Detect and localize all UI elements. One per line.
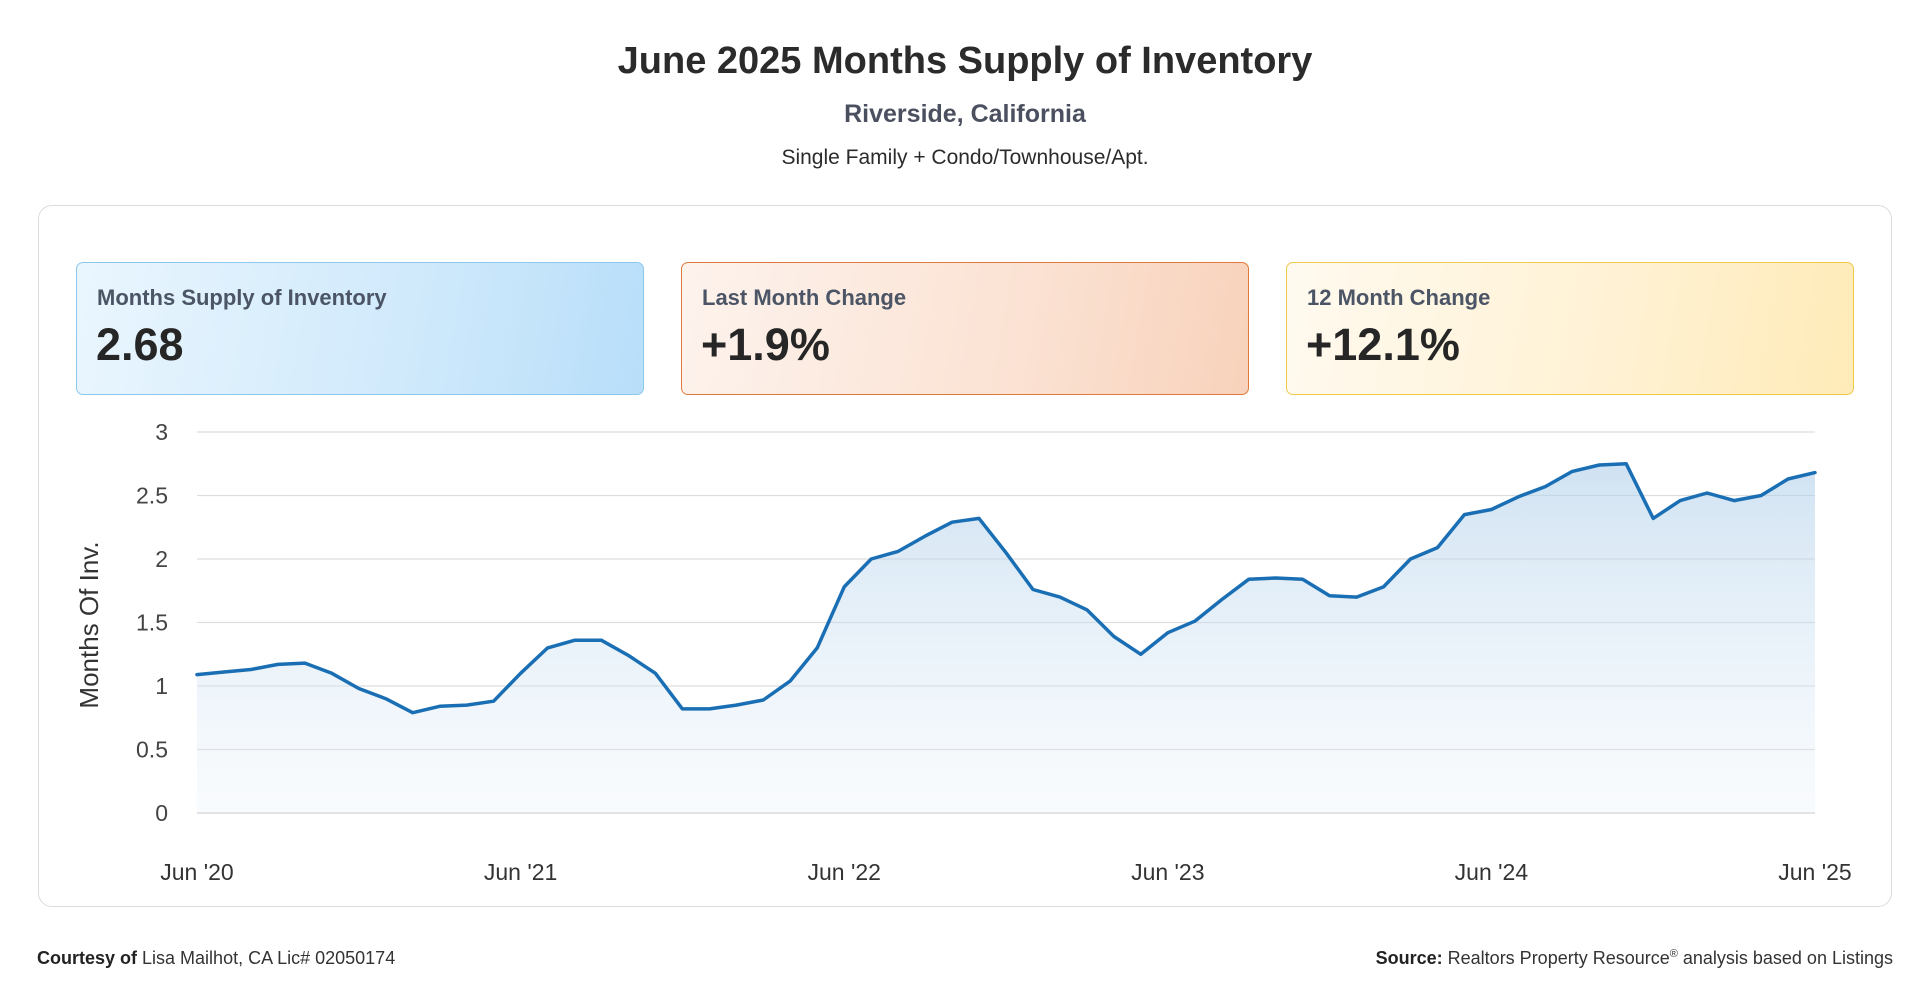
courtesy-text: Lisa Mailhot, CA Lic# 02050174 [142, 948, 396, 968]
card-value: +1.9% [701, 319, 830, 370]
months-supply-card: Months Supply of Inventory 2.68 [76, 262, 644, 395]
y-tick-label: 0.5 [136, 737, 168, 763]
property-types-subtitle: Single Family + Condo/Townhouse/Apt. [781, 146, 1149, 169]
x-tick-label: Jun '20 [160, 859, 233, 885]
location-subtitle: Riverside, California [844, 100, 1086, 128]
y-tick-label: 3 [155, 419, 168, 445]
card-label: Last Month Change [702, 285, 907, 310]
y-tick-label: 1 [155, 673, 168, 699]
last-month-change-card: Last Month Change +1.9% [681, 262, 1249, 395]
twelve-month-change-card: 12 Month Change +12.1% [1286, 262, 1854, 395]
x-axis-ticks: Jun '20 Jun '21 Jun '22 Jun '23 Jun '24 Jun '… [160, 859, 1851, 885]
y-tick-label: 2 [155, 546, 168, 572]
source-text-2: analysis based on Listings [1677, 948, 1893, 968]
x-tick-label: Jun '25 [1778, 859, 1851, 885]
y-tick-label: 1.5 [136, 610, 168, 636]
card-label: Months Supply of Inventory [97, 285, 387, 310]
y-axis-ticks: 0 0.5 1 1.5 2 2.5 3 [136, 419, 168, 826]
x-tick-label: Jun '23 [1131, 859, 1204, 885]
card-value: 2.68 [96, 319, 184, 370]
x-tick-label: Jun '22 [807, 859, 880, 885]
source-label: Source: [1375, 948, 1443, 968]
series-line [195, 462, 1817, 715]
courtesy-label: Courtesy of [37, 948, 138, 968]
registered-mark: ® [1669, 948, 1678, 960]
x-tick-label: Jun '24 [1455, 859, 1529, 885]
series-area [197, 463, 1815, 813]
x-tick-label: Jun '21 [484, 859, 557, 885]
y-tick-label: 2.5 [136, 483, 168, 509]
source-text: Realtors Property Resource [1447, 948, 1670, 968]
y-axis-label: Months Of Inv. [74, 541, 104, 708]
y-tick-label: 0 [155, 800, 168, 826]
source-footer: Source: Realtors Property Resource® anal… [1376, 948, 1893, 969]
page-title: June 2025 Months Supply of Inventory [617, 40, 1313, 82]
card-value: +12.1% [1306, 319, 1460, 370]
inventory-area-chart: 00.511.522.53 Jun '20 Jun '21 Jun '22 Jun '… [74, 419, 1852, 885]
courtesy-footer: Courtesy of Lisa Mailhot, CA Lic# 020501… [37, 948, 395, 969]
card-label: 12 Month Change [1307, 285, 1491, 310]
